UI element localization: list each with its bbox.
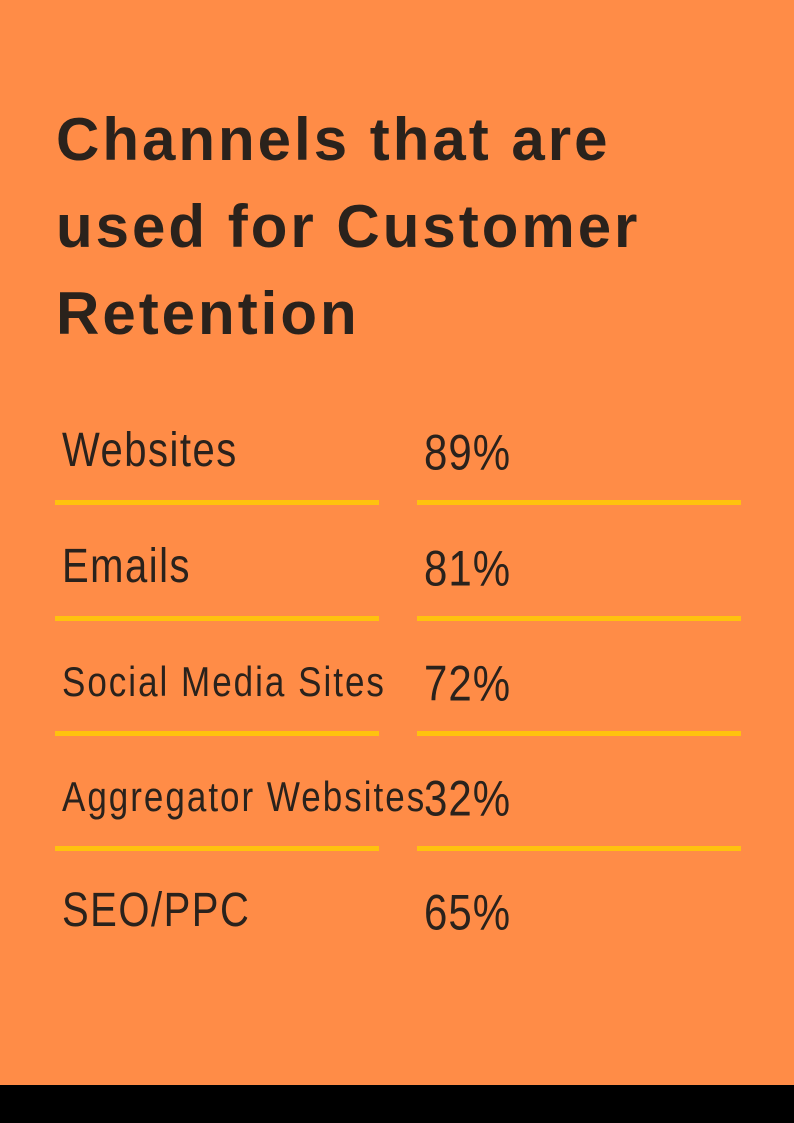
channel-value: 81% [424, 540, 512, 597]
channel-label: Aggregator Websites [62, 774, 427, 821]
channel-label: SEO/PPC [62, 884, 251, 937]
channel-label: Emails [62, 540, 192, 593]
table-row: Social Media Sites 72% [0, 655, 794, 771]
page-title: Channels that are used for Customer Rete… [56, 106, 641, 347]
divider [417, 616, 741, 621]
footer-bar [0, 1085, 794, 1123]
channel-value: 65% [424, 884, 512, 941]
table-row: SEO/PPC 65% [0, 884, 794, 1000]
divider [55, 731, 379, 736]
divider [417, 500, 741, 505]
channel-value: 32% [424, 770, 512, 827]
table-row: Aggregator Websites 32% [0, 770, 794, 886]
divider [55, 500, 379, 505]
channel-label: Websites [62, 424, 238, 477]
table-row: Emails 81% [0, 540, 794, 656]
divider [417, 731, 741, 736]
table-row: Websites 89% [0, 424, 794, 540]
channel-label: Social Media Sites [62, 659, 386, 706]
divider [55, 846, 379, 851]
divider [417, 846, 741, 851]
channel-value: 89% [424, 424, 512, 481]
channel-value: 72% [424, 655, 512, 712]
divider [55, 616, 379, 621]
